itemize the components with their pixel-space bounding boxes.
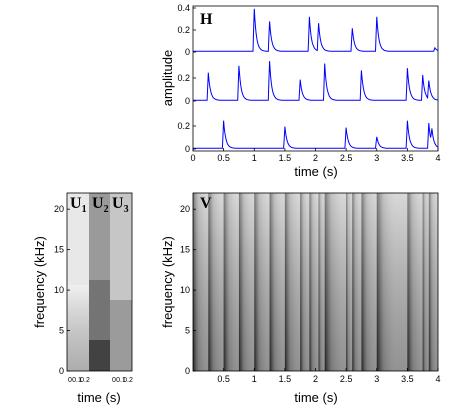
h-y-tick-label: 0.2 — [177, 73, 190, 83]
h-series-line-2 — [193, 61, 439, 101]
u1-letter: U1 — [70, 195, 87, 215]
v-x-ticks: 0.5 1 1.5 2 2.5 3 3.5 4 — [217, 368, 441, 384]
u-y-tick-label: 0 — [59, 366, 64, 376]
v-x-tick-label: 1 — [252, 374, 257, 384]
u-y-tick-label: 15 — [54, 245, 64, 255]
v-y-tick-label: 0 — [185, 366, 190, 376]
h-x-ticks: 0 0.5 1 1.5 2 2.5 3 3.5 4 — [190, 148, 441, 163]
u-y-tick-label: 5 — [59, 326, 64, 336]
h-y-tick-label: 0 — [185, 47, 190, 57]
v-y-tick-label: 20 — [180, 204, 190, 214]
h-x-tick-label: 3 — [374, 153, 379, 163]
v-x-tick-label: 3.5 — [401, 374, 414, 384]
u3-spectrogram — [110, 193, 132, 371]
v-x-axis-label: time (s) — [294, 390, 337, 405]
u-x-tick-label: 0.1 — [72, 377, 82, 384]
h-x-tick-label: 2.5 — [340, 153, 353, 163]
u-x-tick-label: 0.2 — [123, 377, 133, 384]
h-x-tick-label: 1.5 — [279, 153, 292, 163]
h-y-ticks: 0.4 0.2 0 0.2 0 0.2 0 — [177, 3, 196, 154]
u-x-tick-label: 0 — [112, 377, 116, 384]
v-y-tick-label: 10 — [180, 285, 190, 295]
v-x-tick-label: 0.5 — [217, 374, 230, 384]
h-x-tick-label: 2 — [313, 153, 318, 163]
h-y-tick-label: 0 — [185, 144, 190, 154]
u-x-tick-label: 0 — [68, 377, 72, 384]
h-series-line-1 — [193, 8, 439, 52]
h-y-tick-label: 0.2 — [177, 121, 190, 131]
h-x-tick-label: 0.5 — [217, 153, 230, 163]
h-plot-area — [192, 5, 439, 152]
v-panel: V 0 5 10 15 20 0.5 1 1.5 2 2.5 3 3.5 4 time (s) fre… — [160, 192, 441, 405]
u-x-axis-label: time (s) — [77, 390, 120, 405]
u-x-ticks: 0 0.10.2 0 0.10.2 — [68, 377, 133, 384]
h-panel-letter: H — [200, 11, 213, 28]
v-x-tick-label: 1.5 — [279, 374, 292, 384]
u-y-tick-label: 20 — [54, 204, 64, 214]
v-y-tick-label: 5 — [185, 326, 190, 336]
v-x-tick-label: 2 — [313, 374, 318, 384]
h-y-tick-label: 0.2 — [177, 25, 190, 35]
v-y-ticks: 0 5 10 15 20 — [180, 204, 196, 376]
u-y-axis-label: frequency (kHz) — [32, 236, 47, 328]
h-y-tick-label: 0 — [185, 96, 190, 106]
u-letters: U1 U2 U3 — [70, 195, 129, 215]
v-shading — [193, 193, 438, 371]
v-y-tick-label: 15 — [180, 245, 190, 255]
u-x-tick-label: 0.2 — [80, 377, 90, 384]
h-x-tick-label: 4 — [435, 153, 440, 163]
h-y-tick-label: 0.4 — [177, 3, 190, 13]
u-y-tick-label: 10 — [54, 285, 64, 295]
h-x-tick-label: 1 — [252, 153, 257, 163]
h-panel: 0 0.5 1 1.5 2 2.5 3 3.5 4 0.4 0.2 0 0.2 0 0.2 0 H time… — [160, 3, 441, 179]
v-panel-letter: V — [200, 195, 212, 212]
u3-letter: U3 — [112, 195, 129, 215]
u-plot-frame — [66, 192, 133, 372]
u2-spectrogram — [89, 193, 110, 371]
v-y-axis-label: frequency (kHz) — [160, 236, 175, 328]
v-x-tick-label: 3 — [374, 374, 379, 384]
v-x-tick-label: 2.5 — [340, 374, 353, 384]
v-x-tick-label: 4 — [435, 374, 440, 384]
u-y-ticks: 0 5 10 15 20 — [54, 204, 70, 376]
h-y-axis-label: amplitude — [160, 50, 175, 106]
h-x-axis-label: time (s) — [294, 164, 337, 179]
u2-letter: U2 — [92, 195, 109, 215]
u1-spectrogram — [67, 193, 89, 371]
h-x-tick-label: 0 — [190, 153, 195, 163]
h-x-tick-label: 3.5 — [401, 153, 414, 163]
u-x-tick-label: 0.1 — [116, 377, 126, 384]
